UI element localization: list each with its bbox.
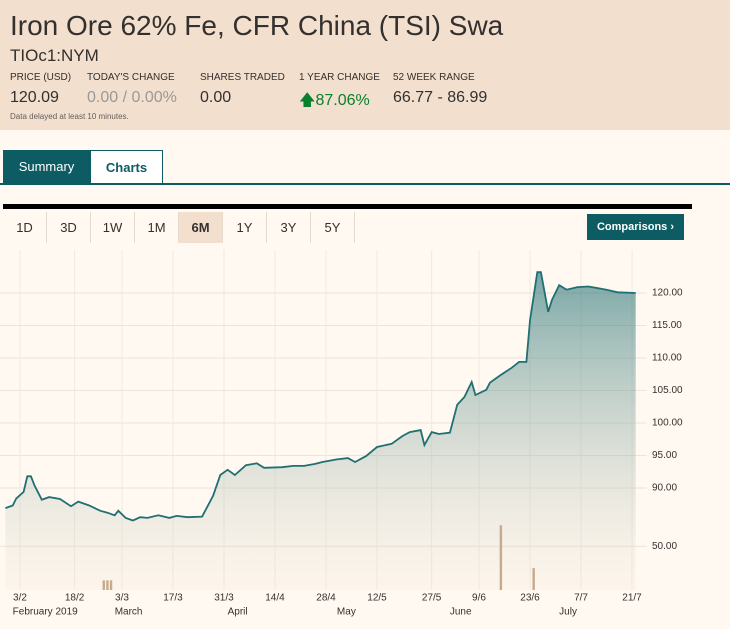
volume-bar bbox=[102, 580, 105, 590]
y-tick-label: 105.00 bbox=[652, 385, 683, 396]
price-area bbox=[5, 272, 636, 590]
tab[interactable]: Charts bbox=[90, 150, 163, 183]
stat: 52 WEEK RANGE 66.77 - 86.99 bbox=[393, 72, 487, 107]
stat-label: 52 WEEK RANGE bbox=[393, 72, 475, 83]
stat-value: 66.77 - 86.99 bbox=[393, 89, 488, 106]
y-tick-label: 90.00 bbox=[652, 483, 677, 494]
note: Data delayed at least 10 minutes. bbox=[10, 112, 129, 121]
y-tick-label: 95.00 bbox=[652, 450, 677, 461]
x-tick-label: 31/3 bbox=[214, 593, 234, 604]
stat: SHARES TRADED 0.00 bbox=[200, 72, 285, 107]
x-tick-label: 23/6 bbox=[520, 593, 540, 604]
stat-label: SHARES TRADED bbox=[200, 72, 285, 83]
x-tick-label: 14/4 bbox=[265, 593, 285, 604]
y-tick-label: 120.00 bbox=[652, 288, 683, 299]
stat-label: TODAY'S CHANGE bbox=[87, 72, 175, 83]
stat-value-text: 87.06% bbox=[315, 92, 370, 109]
range-button[interactable]: 1W bbox=[91, 212, 135, 243]
month-label: March bbox=[115, 607, 143, 618]
range-button[interactable]: 1D bbox=[3, 212, 47, 243]
x-tick-label: 3/3 bbox=[115, 593, 129, 604]
stat: 1 YEAR CHANGE 🡅87.06% bbox=[299, 72, 380, 116]
stat-value: 0.00 bbox=[200, 89, 232, 106]
comparisons-button[interactable]: Comparisons › bbox=[587, 214, 684, 240]
volume-bar bbox=[499, 525, 503, 590]
stat: TODAY'S CHANGE 0.00 / 0.00% bbox=[87, 72, 177, 107]
range-button[interactable]: 5Y bbox=[311, 212, 355, 243]
stat: PRICE (USD) 120.09 bbox=[10, 72, 71, 107]
x-tick-label: 7/7 bbox=[574, 593, 588, 604]
x-tick-label: 3/2 bbox=[13, 593, 27, 604]
tab-rule bbox=[0, 183, 730, 185]
x-tick-label: 17/3 bbox=[163, 593, 183, 604]
range-button[interactable]: 1M bbox=[135, 212, 179, 243]
price-line bbox=[5, 271, 636, 522]
range-button[interactable]: 6M bbox=[179, 212, 223, 243]
stat-value: 🡅87.06% bbox=[299, 89, 380, 116]
x-tick-label: 9/6 bbox=[472, 593, 486, 604]
month-label: June bbox=[450, 607, 472, 618]
title: Iron Ore 62% Fe, CFR China (TSI) Swa bbox=[10, 10, 504, 41]
stat-label: 1 YEAR CHANGE bbox=[299, 72, 380, 83]
divider bbox=[3, 204, 692, 209]
y-tick-label: 100.00 bbox=[652, 418, 683, 429]
month-label: April bbox=[228, 607, 248, 618]
range-button[interactable]: 1Y bbox=[223, 212, 267, 243]
y-tick-label: 50.00 bbox=[652, 541, 677, 552]
x-tick-label: 27/5 bbox=[422, 593, 442, 604]
range-button[interactable]: 3Y bbox=[267, 212, 311, 243]
x-tick-label: 28/4 bbox=[316, 593, 336, 604]
stat-value: 120.09 bbox=[10, 89, 59, 106]
chart: 90.00 95.00 100.00 105.00 110.00 115.00 120.00… bbox=[0, 250, 683, 618]
month-label: July bbox=[559, 607, 577, 618]
volume-bar bbox=[106, 580, 109, 590]
stat-label: PRICE (USD) bbox=[10, 72, 72, 83]
y-tick-label: 110.00 bbox=[652, 353, 682, 364]
month-label: February 2019 bbox=[13, 607, 78, 618]
button-label: Comparisons bbox=[596, 221, 668, 233]
up-arrow: 🡅 bbox=[299, 92, 316, 109]
month-label: May bbox=[337, 607, 356, 618]
x-tick-label: 21/7 bbox=[622, 593, 642, 604]
symbol: TIOc1:NYM bbox=[10, 46, 99, 65]
x-tick-label: 18/2 bbox=[65, 593, 85, 604]
range-button[interactable]: 3D bbox=[47, 212, 91, 243]
stat-value: 0.00 / 0.00% bbox=[87, 89, 177, 106]
volume-bar bbox=[532, 568, 535, 590]
tab[interactable]: Summary bbox=[3, 150, 90, 183]
volume-bar bbox=[109, 580, 113, 590]
x-tick-label: 12/5 bbox=[367, 593, 387, 604]
header: Iron Ore 62% Fe, CFR China (TSI) Swa TIO… bbox=[0, 0, 730, 130]
y-tick-label: 115.00 bbox=[652, 320, 682, 331]
